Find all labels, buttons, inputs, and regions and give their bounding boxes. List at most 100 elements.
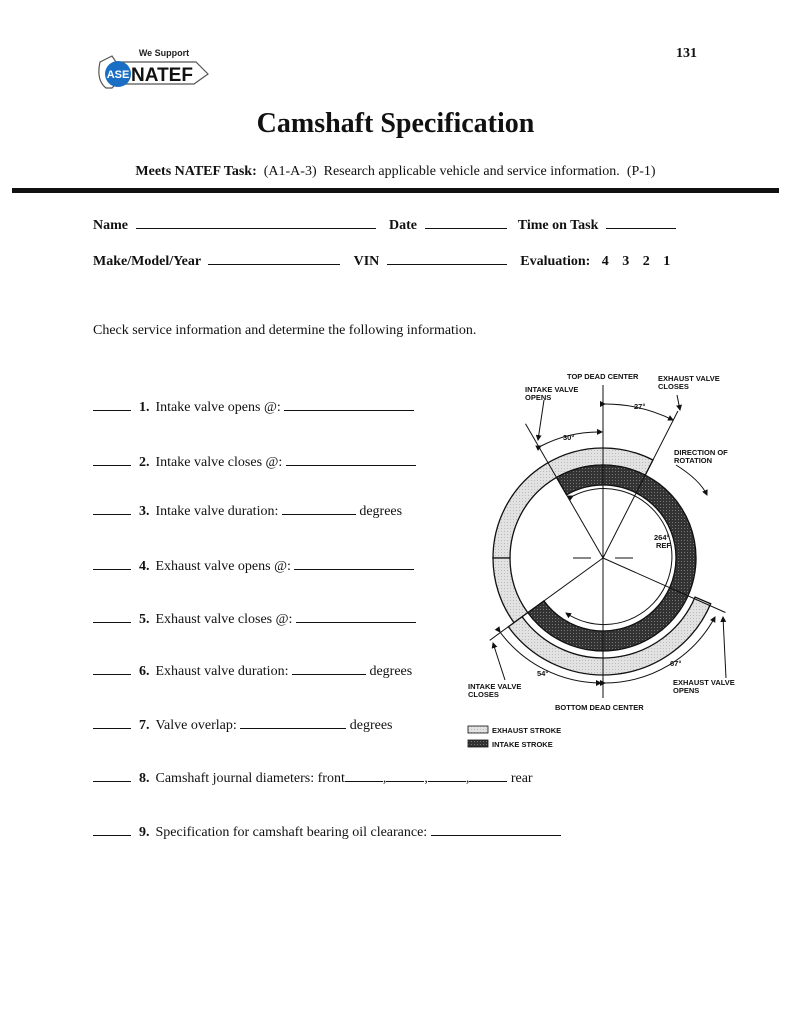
evc-pointer	[676, 394, 682, 411]
exhaust-stroke-band	[492, 447, 654, 559]
ivc-pointer	[491, 642, 506, 681]
item-2: 2. Intake valve closes @:	[93, 453, 416, 471]
page-number: 131	[676, 46, 697, 61]
item-number: 7.	[139, 718, 150, 733]
legend-swatch-exhaust	[467, 725, 489, 734]
item-number: 9.	[139, 825, 150, 840]
duration-arc	[565, 488, 673, 626]
check-blank[interactable]	[93, 662, 131, 675]
ivo-angle-arc	[535, 428, 603, 451]
check-blank[interactable]	[93, 716, 131, 729]
ivc-angle-arc	[494, 626, 602, 686]
separator: ,	[424, 771, 428, 786]
item-suffix: degrees	[369, 664, 413, 679]
item-4: 4. Exhaust valve opens @:	[93, 557, 415, 575]
item-number: 4.	[139, 559, 150, 574]
ivo-label: INTAKE VALVE	[525, 385, 578, 394]
evc-label: EXHAUST VALVE	[658, 374, 720, 383]
evc-angle-arc	[599, 400, 674, 421]
journal-front-field[interactable]	[344, 769, 383, 782]
check-blank[interactable]	[93, 398, 131, 411]
item-number: 5.	[139, 612, 150, 627]
tdc-label: TOP DEAD CENTER	[567, 372, 639, 381]
item-number: 3.	[139, 504, 150, 519]
name-label: Name	[93, 218, 128, 233]
vin-field[interactable]	[386, 252, 507, 265]
legend-swatch-intake	[467, 739, 489, 748]
vehicle-row: Make/Model/Year VIN Evaluation: 4 3 2 1	[93, 252, 670, 270]
natef-logo: ASE We Support NATEF	[92, 42, 222, 104]
item-suffix: degrees	[359, 504, 403, 519]
time-on-task-field[interactable]	[605, 216, 676, 229]
check-blank[interactable]	[93, 769, 131, 782]
item-suffix: degrees	[349, 718, 393, 733]
check-blank[interactable]	[93, 453, 131, 466]
journal-2-field[interactable]	[386, 769, 425, 782]
instructions: Check service information and determine …	[93, 323, 477, 338]
bdc-label: BOTTOM DEAD CENTER	[555, 703, 644, 712]
evaluation-label: Evaluation:	[520, 254, 591, 269]
item-suffix: rear	[510, 771, 533, 786]
answer-field[interactable]	[291, 662, 366, 675]
item-number: 6.	[139, 664, 150, 679]
answer-field[interactable]	[295, 610, 416, 623]
page-title: Camshaft Specification	[256, 108, 535, 139]
item-text: Intake valve duration:	[155, 504, 279, 519]
evo-line	[602, 557, 726, 613]
item-number: 2.	[139, 455, 150, 470]
evaluation-scores: 4 3 2 1	[602, 254, 671, 269]
logo-brand: NATEF	[131, 65, 193, 86]
answer-field[interactable]	[240, 716, 347, 729]
check-blank[interactable]	[93, 502, 131, 515]
exhaust-stroke-band	[492, 557, 529, 624]
make-model-year-field[interactable]	[208, 252, 341, 265]
answer-field[interactable]	[284, 398, 415, 411]
check-blank[interactable]	[93, 610, 131, 623]
intake-stroke-band	[526, 464, 697, 652]
task-label: Meets NATEF Task:	[135, 164, 257, 179]
journal-rear-field[interactable]	[469, 769, 508, 782]
item-9: 9. Specification for camshaft bearing oil…	[93, 823, 561, 841]
evc-angle: 27°	[634, 402, 645, 411]
ivo-label: OPENS	[525, 393, 551, 402]
item-text: Exhaust valve opens @:	[155, 559, 291, 574]
item-text: Intake valve closes @:	[155, 455, 283, 470]
separator: ,	[465, 771, 470, 786]
answer-field[interactable]	[430, 823, 561, 836]
logo-tagline: We Support	[139, 48, 189, 58]
score-4[interactable]: 4	[601, 254, 609, 269]
item-3: 3. Intake valve duration: degrees	[93, 502, 402, 520]
task-code: (A1-A-3)	[263, 164, 317, 179]
item-text: Exhaust valve closes @:	[155, 612, 293, 627]
ivc-angle: 54°	[537, 669, 548, 678]
evo-label: OPENS	[673, 686, 699, 695]
rotation-label: DIRECTION OF	[674, 448, 728, 457]
score-1[interactable]: 1	[663, 254, 671, 269]
answer-field[interactable]	[294, 557, 415, 570]
task-priority: (P-1)	[626, 164, 656, 179]
item-number: 8.	[139, 771, 150, 786]
item-7: 7. Valve overlap: degrees	[93, 716, 393, 734]
journal-3-field[interactable]	[427, 769, 466, 782]
legend-intake: INTAKE STROKE	[492, 740, 553, 749]
item-text: Camshaft journal diameters: front	[155, 771, 345, 786]
date-field[interactable]	[424, 216, 507, 229]
evo-angle: 67°	[670, 659, 681, 668]
evc-line	[602, 410, 679, 559]
name-field[interactable]	[135, 216, 376, 229]
vin-label: VIN	[353, 254, 380, 269]
item-text: Intake valve opens @:	[155, 400, 281, 415]
answer-field[interactable]	[281, 502, 356, 515]
name-row: Name Date Time on Task	[93, 216, 676, 234]
check-blank[interactable]	[93, 823, 131, 836]
score-2[interactable]: 2	[642, 254, 650, 269]
evo-label: EXHAUST VALVE	[673, 678, 735, 687]
check-blank[interactable]	[93, 557, 131, 570]
item-6: 6. Exhaust valve duration: degrees	[93, 662, 412, 680]
item-8: 8. Camshaft journal diameters: front,,, r…	[93, 769, 533, 787]
ivc-label: INTAKE VALVE	[468, 682, 521, 691]
score-3[interactable]: 3	[622, 254, 630, 269]
answer-field[interactable]	[285, 453, 416, 466]
date-label: Date	[389, 218, 417, 233]
separator: ,	[382, 771, 387, 786]
